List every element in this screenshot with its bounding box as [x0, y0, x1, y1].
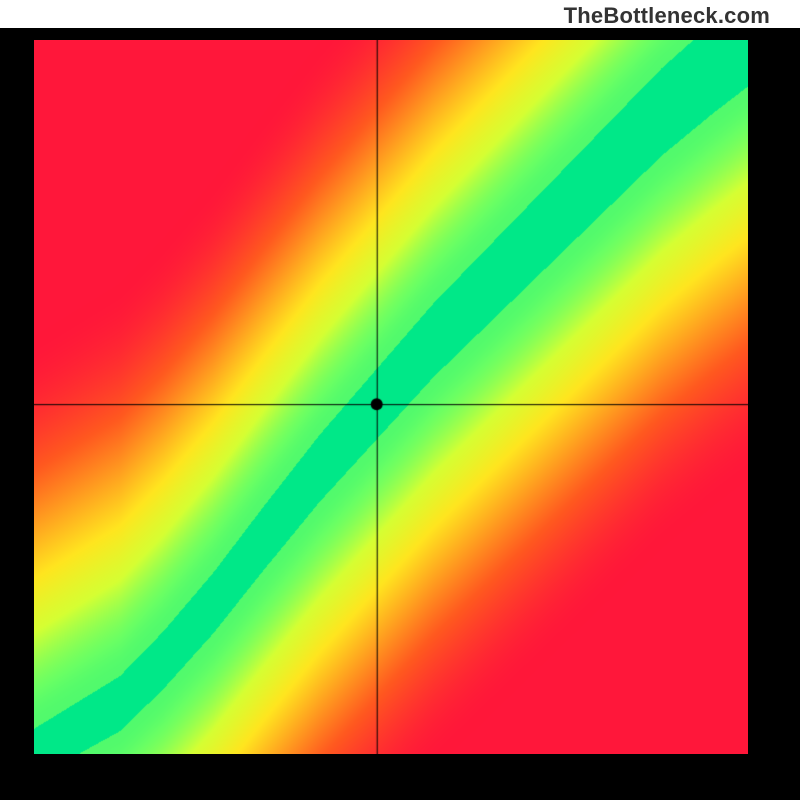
bottleneck-heatmap — [34, 40, 748, 754]
chart-wrapper: { "watermark": { "text": "TheBottleneck.… — [0, 0, 800, 800]
plot-black-border — [0, 28, 800, 800]
watermark-text: TheBottleneck.com — [564, 3, 770, 29]
